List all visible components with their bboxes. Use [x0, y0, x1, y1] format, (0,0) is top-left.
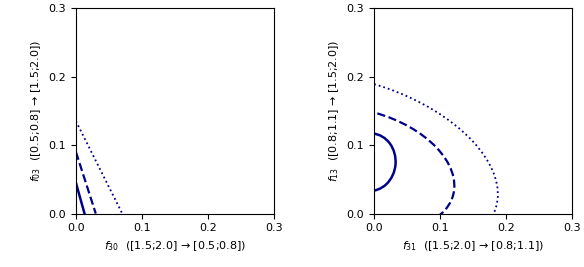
X-axis label: $f_{31}$  ([1.5;2.0] → [0.8;1.1]): $f_{31}$ ([1.5;2.0] → [0.8;1.1]): [402, 239, 544, 253]
X-axis label: $f_{30}$  ([1.5;2.0] → [0.5;0.8]): $f_{30}$ ([1.5;2.0] → [0.5;0.8]): [104, 239, 246, 253]
Y-axis label: $f_{03}$  ([0.5;0.8] → [1.5;2.0]): $f_{03}$ ([0.5;0.8] → [1.5;2.0]): [29, 40, 43, 182]
Y-axis label: $f_{13}$  ([0.8;1.1] → [1.5;2.0]): $f_{13}$ ([0.8;1.1] → [1.5;2.0]): [327, 40, 340, 182]
